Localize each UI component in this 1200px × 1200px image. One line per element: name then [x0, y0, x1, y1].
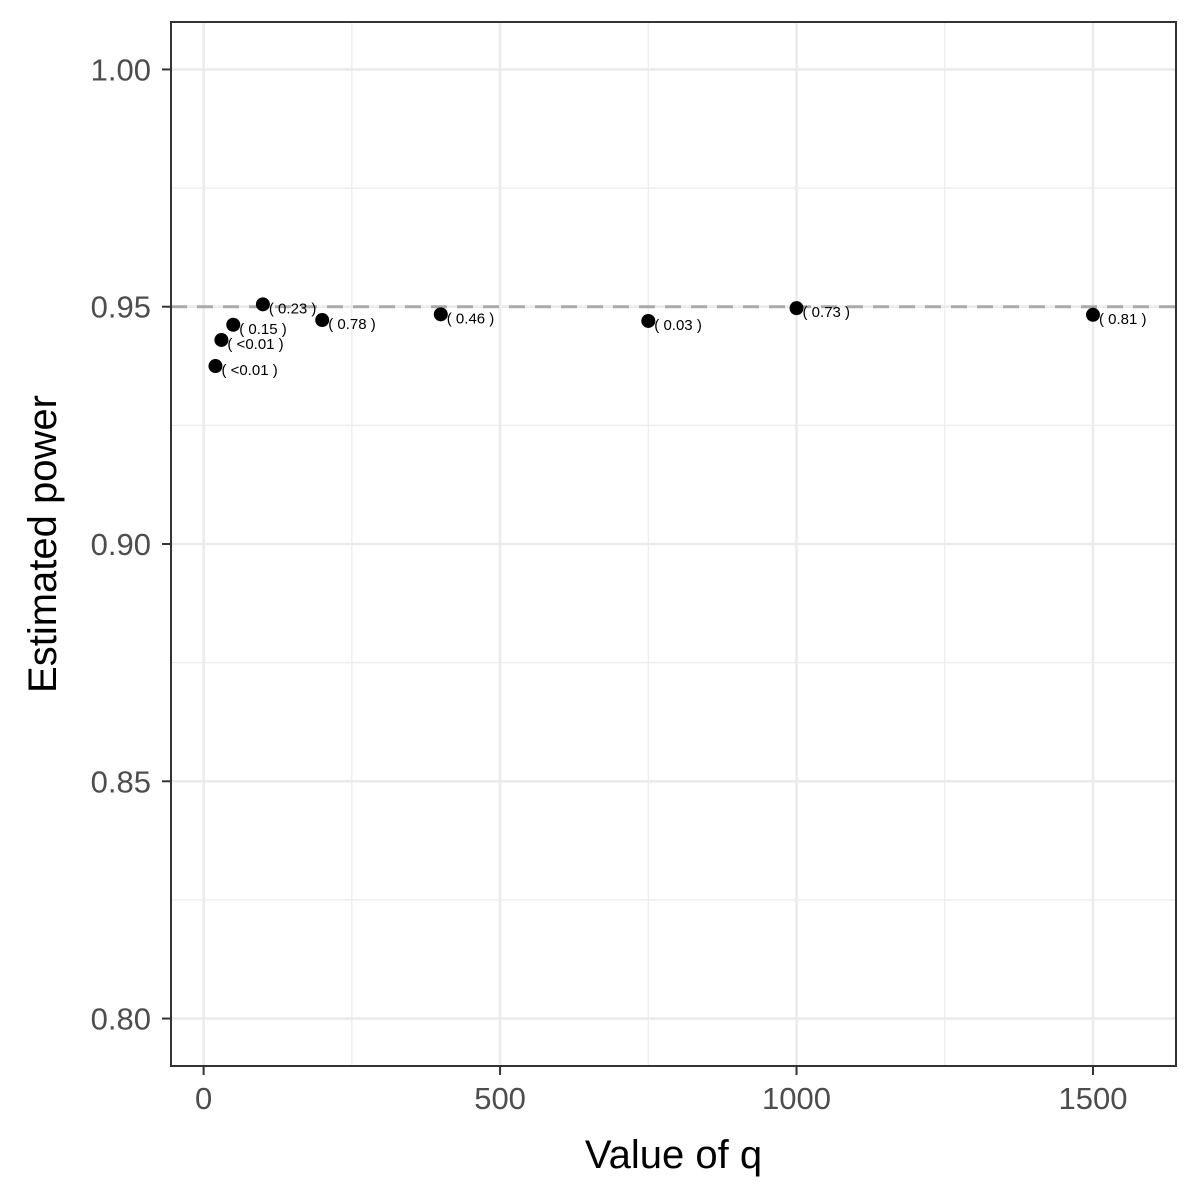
data-point — [641, 313, 656, 328]
data-point-label: ( 0.73 ) — [803, 304, 851, 321]
data-point — [214, 332, 229, 347]
x-tick-label: 1500 — [1059, 1081, 1128, 1116]
data-point — [433, 307, 448, 322]
data-point-label: ( 0.78 ) — [328, 316, 376, 333]
data-point-label: ( 0.81 ) — [1099, 311, 1147, 328]
data-point-label: ( 0.46 ) — [447, 310, 495, 327]
data-point — [255, 297, 270, 312]
data-point-label: ( <0.01 ) — [227, 336, 283, 353]
data-point-label: ( 0.15 ) — [239, 321, 287, 338]
y-tick-label: 1.00 — [91, 52, 151, 87]
major-gridlines — [171, 22, 1176, 1066]
data-point — [208, 359, 223, 374]
x-axis-title: Value of q — [585, 1133, 762, 1177]
y-axis-title: Estimated power — [21, 395, 65, 693]
data-point-label: ( 0.23 ) — [269, 300, 317, 317]
x-tick-label: 0 — [195, 1081, 212, 1116]
x-tick-label: 500 — [474, 1081, 526, 1116]
data-point-label: ( 0.03 ) — [654, 317, 702, 334]
data-points — [208, 297, 1100, 374]
data-point-labels: ( <0.01 )( <0.01 )( 0.15 )( 0.23 )( 0.78… — [221, 300, 1146, 379]
y-axis: 0.80 0.85 0.90 0.95 1.00 — [91, 52, 171, 1037]
x-axis: 0 500 1000 1500 — [195, 1066, 1127, 1116]
data-point — [1085, 307, 1100, 322]
x-tick-label: 1000 — [762, 1081, 831, 1116]
data-point — [226, 317, 241, 332]
data-point — [789, 301, 804, 316]
data-point-label: ( <0.01 ) — [221, 362, 277, 379]
y-tick-label: 0.90 — [91, 527, 151, 562]
data-point — [315, 313, 330, 328]
y-tick-label: 0.95 — [91, 290, 151, 325]
y-tick-label: 0.80 — [91, 1002, 151, 1037]
y-tick-label: 0.85 — [91, 764, 151, 799]
